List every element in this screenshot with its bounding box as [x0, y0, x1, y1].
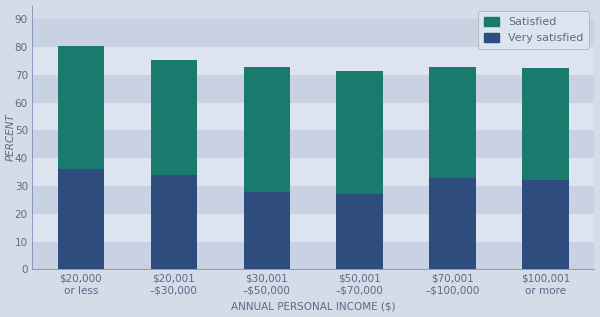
- Y-axis label: PERCENT: PERCENT: [5, 113, 16, 161]
- Bar: [151, 60, 197, 175]
- Bar: [337, 71, 383, 194]
- X-axis label: ANNUAL PERSONAL INCOME ($): ANNUAL PERSONAL INCOME ($): [231, 301, 395, 311]
- Bar: [32, 47, 595, 75]
- Bar: [32, 75, 595, 103]
- Bar: [32, 103, 595, 131]
- Bar: [523, 180, 569, 269]
- Bar: [32, 242, 595, 269]
- Bar: [32, 158, 595, 186]
- Bar: [32, 131, 595, 158]
- Bar: [151, 175, 197, 269]
- Bar: [58, 46, 104, 169]
- Bar: [244, 191, 290, 269]
- Bar: [430, 67, 476, 178]
- Bar: [32, 214, 595, 242]
- Bar: [430, 178, 476, 269]
- Bar: [337, 194, 383, 269]
- Bar: [32, 186, 595, 214]
- Bar: [244, 67, 290, 191]
- Bar: [523, 68, 569, 180]
- Bar: [58, 169, 104, 269]
- Bar: [32, 19, 595, 47]
- Legend: Satisfied, Very satisfied: Satisfied, Very satisfied: [478, 11, 589, 49]
